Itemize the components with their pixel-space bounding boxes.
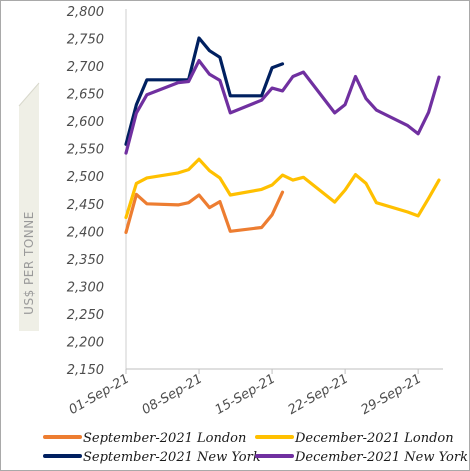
- series-layer: [124, 36, 441, 234]
- legend: September-2021 London December-2021 Londo…: [43, 431, 468, 465]
- series-line-december-2021-london: [124, 157, 441, 220]
- axes-layer: 2,150 2,200 2,250 2,300 2,350 2,400 2,450 2,500…: [67, 5, 443, 418]
- legend-label: December-2021 New York: [294, 450, 468, 465]
- series-line-september-2021-london: [124, 190, 285, 234]
- series-line-september-2021-new-york: [124, 36, 285, 146]
- x-tick-label: 08-Sep-21: [140, 371, 205, 417]
- y-tick-label: 2,350: [67, 253, 104, 268]
- y-tick-label: 2,800: [67, 5, 104, 20]
- y-tick-label: 2,300: [67, 280, 104, 295]
- ylabel-chevron-decoration: [19, 83, 39, 331]
- y-tick-label: 2,250: [67, 308, 104, 323]
- legend-label: December-2021 London: [294, 431, 454, 446]
- y-tick-label: 2,700: [67, 60, 104, 75]
- x-tick-label: 29-Sep-21: [359, 371, 424, 417]
- y-tick-label: 2,750: [67, 33, 104, 48]
- y-axis-title: US$ PER TONNE: [22, 211, 36, 315]
- y-tick-label: 2,550: [67, 143, 104, 158]
- y-tick-label: 2,500: [67, 170, 104, 185]
- y-tick-label: 2,450: [67, 198, 104, 213]
- y-tick-label: 2,150: [67, 363, 104, 378]
- x-tick-label: 01-Sep-21: [67, 371, 132, 417]
- y-tick-label: 2,600: [67, 115, 104, 130]
- legend-label: September-2021 London: [83, 431, 246, 446]
- x-tick-label: 22-Sep-21: [286, 371, 351, 417]
- x-tick-label: 15-Sep-21: [213, 371, 278, 417]
- ylabel-chevron-edge: [18, 82, 40, 107]
- y-tick-label: 2,400: [67, 225, 104, 240]
- y-tick-label: 2,650: [67, 88, 104, 103]
- y-tick-label: 2,200: [67, 335, 104, 350]
- legend-label: September-2021 New York: [83, 450, 261, 465]
- series-line-december-2021-new-york: [124, 58, 441, 155]
